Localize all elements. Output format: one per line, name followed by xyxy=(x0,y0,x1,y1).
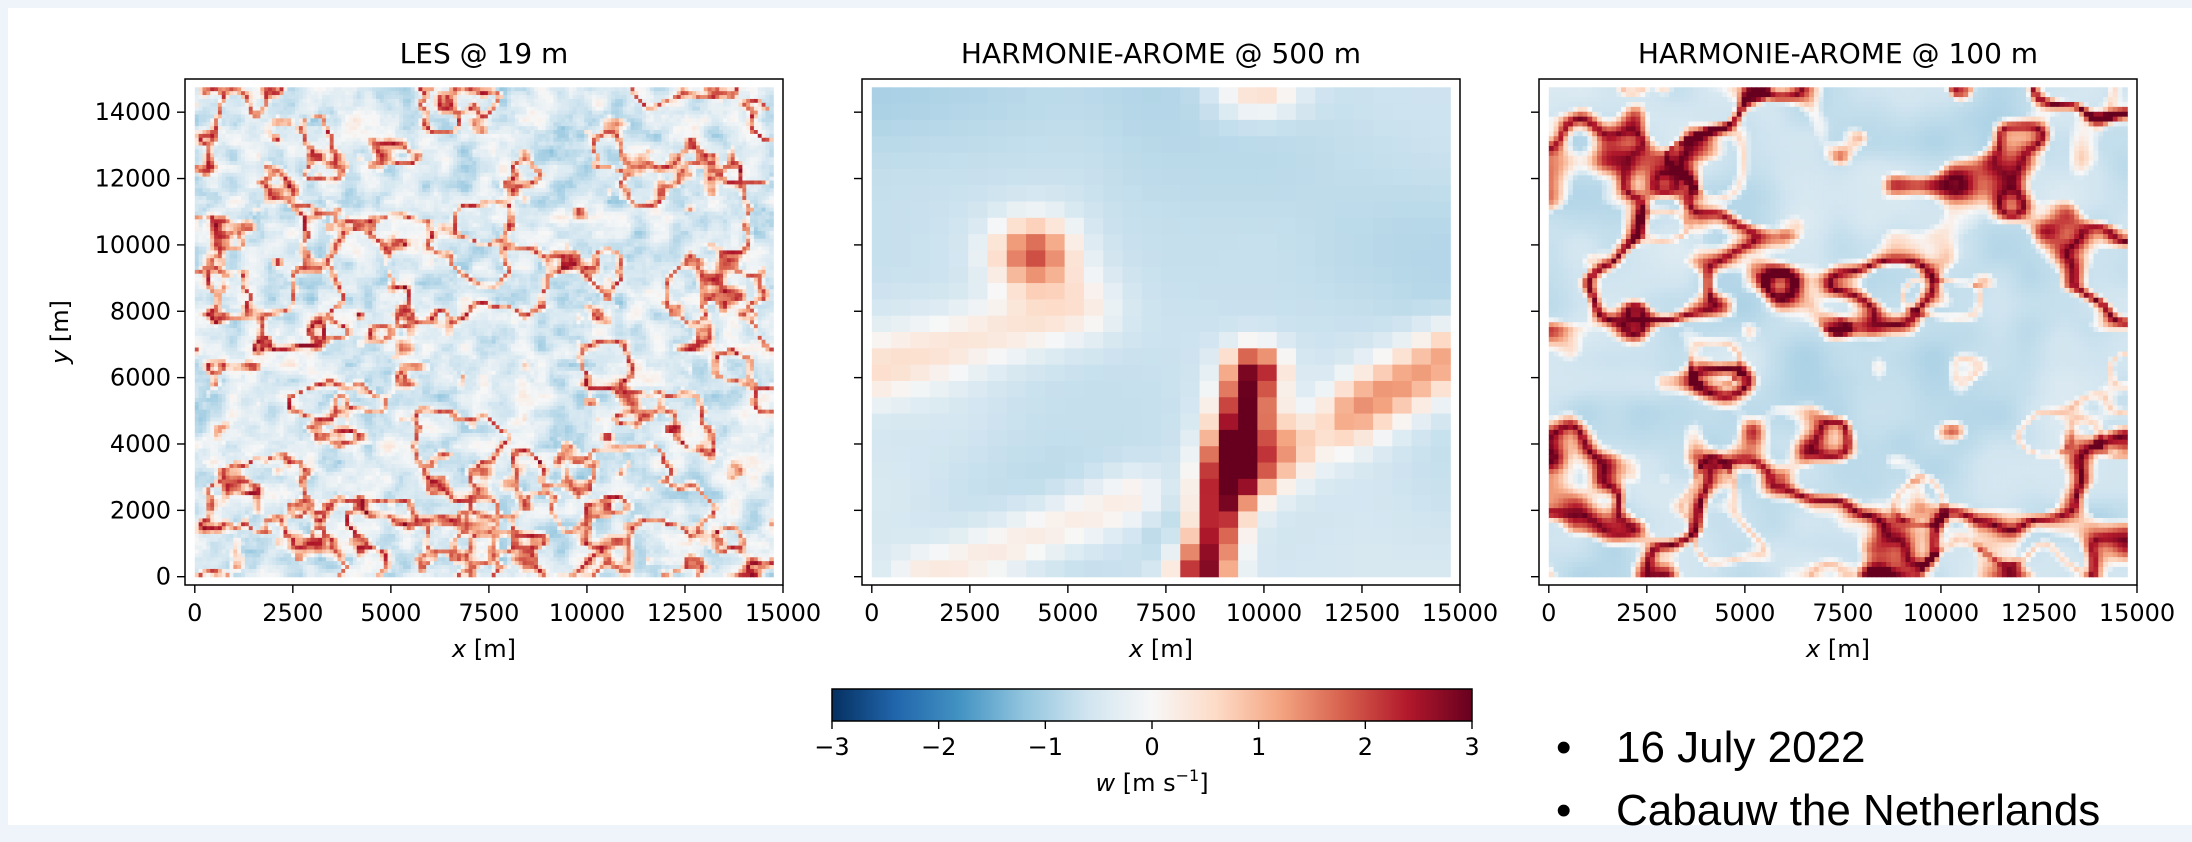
x-tick-label: 15000 xyxy=(745,599,821,627)
colorbar-tick-label: −2 xyxy=(921,733,956,761)
panel-title-2: HARMONIE-AROME @ 500 m xyxy=(961,37,1361,70)
x-tick-label: 10000 xyxy=(1226,599,1302,627)
x-tick-label: 15000 xyxy=(2099,599,2175,627)
x-tick-label: 12500 xyxy=(2001,599,2077,627)
colorbar-tick-label: −1 xyxy=(1028,733,1063,761)
bullet-location: • Cabauw the Netherlands xyxy=(1556,779,2100,842)
x-tick-label: 7500 xyxy=(1135,599,1196,627)
y-tick-label: 6000 xyxy=(110,364,171,392)
x-tick-label: 5000 xyxy=(360,599,421,627)
bullet-date: • 16 July 2022 xyxy=(1556,716,2100,779)
y-tick-label: 0 xyxy=(156,563,171,591)
x-tick-label: 2500 xyxy=(262,599,323,627)
y-tick-label: 2000 xyxy=(110,496,171,524)
x-axis-label-3: x [m] xyxy=(1805,635,1870,663)
bullet-location-text: Cabauw the Netherlands xyxy=(1616,786,2100,835)
colorbar: −3 −2 −1 0 1 2 3 w [m s−1] xyxy=(814,689,1479,797)
panel-1: LES @ 19 m 0 2500 5000 7500 10000 12500 15000 x … xyxy=(46,37,821,663)
x-tick-label: 0 xyxy=(864,599,879,627)
x-tick-label: 0 xyxy=(1541,599,1556,627)
y-tick-label: 10000 xyxy=(95,231,171,259)
x-tick-label: 0 xyxy=(187,599,202,627)
bullet-list: • 16 July 2022 • Cabauw the Netherlands xyxy=(1556,716,2100,842)
heatmap-3 xyxy=(1549,87,2128,577)
x-axis-label-2: x [m] xyxy=(1128,635,1193,663)
x-tick-label: 15000 xyxy=(1422,599,1498,627)
colorbar-tick-label: −3 xyxy=(814,733,849,761)
x-tick-label: 7500 xyxy=(1812,599,1873,627)
y-tick-label: 12000 xyxy=(95,165,171,193)
heatmap-1 xyxy=(195,87,774,577)
heatmap-2 xyxy=(872,87,1451,577)
y-tick-label: 8000 xyxy=(110,297,171,325)
colorbar-label: w [m s−1] xyxy=(1095,766,1208,797)
bullet-date-text: 16 July 2022 xyxy=(1616,723,1866,772)
bullet-dot: • xyxy=(1556,716,1571,779)
colorbar-tick-label: 0 xyxy=(1144,733,1159,761)
y-tick-label: 14000 xyxy=(95,98,171,126)
panel-title-1: LES @ 19 m xyxy=(400,37,569,70)
x-tick-label: 12500 xyxy=(1324,599,1400,627)
panel-title-3: HARMONIE-AROME @ 100 m xyxy=(1638,37,2038,70)
colorbar-tick-label: 2 xyxy=(1358,733,1373,761)
colorbar-gradient xyxy=(832,689,1472,721)
x-tick-label: 5000 xyxy=(1714,599,1775,627)
x-tick-label: 10000 xyxy=(549,599,625,627)
x-tick-label: 2500 xyxy=(1616,599,1677,627)
colorbar-tick-label: 1 xyxy=(1251,733,1266,761)
colorbar-tick-label: 3 xyxy=(1464,733,1479,761)
panel-2: HARMONIE-AROME @ 500 m 0 2500 5000 7500 10000… xyxy=(854,37,1498,663)
y-axis-label: y [m] xyxy=(46,300,74,365)
bullet-dot: • xyxy=(1556,779,1571,842)
x-axis-label-1: x [m] xyxy=(451,635,516,663)
x-tick-label: 7500 xyxy=(458,599,519,627)
y-tick-label: 4000 xyxy=(110,430,171,458)
x-tick-label: 10000 xyxy=(1903,599,1979,627)
panel-3: HARMONIE-AROME @ 100 m 0 2500 5000 7500 10000… xyxy=(1531,37,2175,663)
x-tick-label: 12500 xyxy=(647,599,723,627)
x-tick-label: 5000 xyxy=(1037,599,1098,627)
x-tick-label: 2500 xyxy=(939,599,1000,627)
